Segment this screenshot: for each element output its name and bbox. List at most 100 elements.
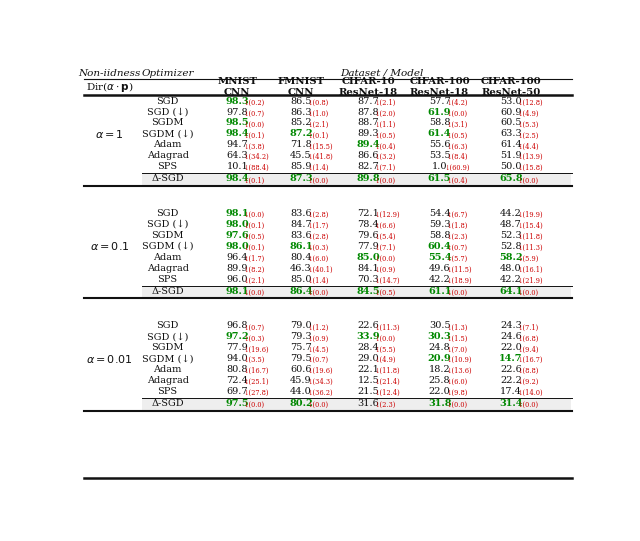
Text: Δ-SGD: Δ-SGD — [151, 174, 184, 183]
Text: ↓(6.0): ↓(6.0) — [307, 255, 329, 263]
Text: 60.6: 60.6 — [290, 365, 312, 374]
Text: ↓(0.4): ↓(0.4) — [375, 142, 396, 150]
Text: 25.8: 25.8 — [429, 376, 451, 385]
Text: 54.4: 54.4 — [429, 209, 451, 218]
Text: ↓(1.1): ↓(1.1) — [375, 121, 396, 129]
Text: ↓(0.5): ↓(0.5) — [446, 131, 467, 140]
Text: 80.8: 80.8 — [227, 365, 248, 374]
Text: 77.9: 77.9 — [227, 344, 248, 352]
Text: ↓(5.4): ↓(5.4) — [375, 233, 396, 241]
Text: ↓(8.4): ↓(8.4) — [446, 153, 468, 161]
Text: 28.4: 28.4 — [357, 344, 379, 352]
Text: 61.4: 61.4 — [500, 140, 522, 149]
Text: 70.3: 70.3 — [357, 275, 379, 283]
Text: 31.4: 31.4 — [499, 399, 523, 408]
Text: 83.6: 83.6 — [290, 231, 312, 240]
Text: 89.4: 89.4 — [356, 140, 380, 149]
Text: Adagrad: Adagrad — [147, 263, 189, 273]
Text: 72.1: 72.1 — [357, 209, 380, 218]
Text: 61.1: 61.1 — [428, 287, 451, 296]
Text: Dir($\alpha \cdot \mathbf{p}$): Dir($\alpha \cdot \mathbf{p}$) — [86, 80, 133, 94]
Text: 53.5: 53.5 — [429, 151, 451, 160]
Text: $\alpha = 0.01$: $\alpha = 0.01$ — [86, 353, 132, 365]
Text: ↓(19.6): ↓(19.6) — [244, 345, 269, 353]
Text: ↓(60.9): ↓(60.9) — [445, 164, 470, 172]
Text: 87.7: 87.7 — [357, 97, 379, 105]
Text: SGDM: SGDM — [151, 118, 184, 128]
Text: 72.4: 72.4 — [227, 376, 248, 385]
Text: Adam: Adam — [154, 365, 182, 374]
Text: SPS: SPS — [157, 387, 178, 396]
Text: ↓(21.9): ↓(21.9) — [518, 276, 543, 285]
Text: 84.7: 84.7 — [290, 220, 312, 229]
Text: ↓(1.0): ↓(1.0) — [307, 110, 329, 117]
Text: ↓(14.0): ↓(14.0) — [518, 389, 543, 397]
Text: 22.2: 22.2 — [500, 376, 522, 385]
Text: CIFAR-100
ResNet-18: CIFAR-100 ResNet-18 — [410, 77, 470, 97]
Text: 85.0: 85.0 — [290, 275, 312, 283]
Text: ↓(2.5): ↓(2.5) — [518, 131, 539, 140]
Text: 12.5: 12.5 — [357, 376, 379, 385]
Text: SGD: SGD — [156, 209, 179, 218]
Text: ↓(0.7): ↓(0.7) — [244, 324, 265, 332]
Text: 87.3: 87.3 — [289, 174, 313, 183]
Text: SGD (↓): SGD (↓) — [147, 220, 188, 229]
Text: 60.5: 60.5 — [500, 118, 522, 128]
Text: ↓(0.5): ↓(0.5) — [244, 233, 265, 241]
Text: 31.8: 31.8 — [428, 399, 451, 408]
Text: ↓(0.0): ↓(0.0) — [307, 401, 328, 409]
Text: ↓(1.3): ↓(1.3) — [446, 324, 468, 332]
Text: ↓(18.9): ↓(18.9) — [446, 276, 472, 285]
Text: 45.5: 45.5 — [290, 151, 312, 160]
Text: ↓(0.1): ↓(0.1) — [244, 131, 265, 140]
Text: 88.7: 88.7 — [358, 118, 379, 128]
Text: ↓(0.0): ↓(0.0) — [307, 176, 328, 184]
Text: 24.3: 24.3 — [500, 321, 522, 331]
Text: MNIST
CNN: MNIST CNN — [218, 77, 257, 97]
Text: ↓(1.4): ↓(1.4) — [307, 164, 329, 172]
Text: 64.3: 64.3 — [227, 151, 248, 160]
Text: ↓(2.8): ↓(2.8) — [307, 211, 329, 219]
Text: ↓(8.8): ↓(8.8) — [518, 367, 539, 375]
Text: ↓(0.3): ↓(0.3) — [307, 244, 329, 252]
Text: ↓(12.8): ↓(12.8) — [518, 98, 543, 107]
Text: 58.8: 58.8 — [429, 118, 451, 128]
Text: ↓(0.0): ↓(0.0) — [518, 401, 539, 409]
Text: 85.9: 85.9 — [290, 162, 312, 171]
Text: ↓(6.3): ↓(6.3) — [446, 142, 468, 150]
Text: ↓(15.5): ↓(15.5) — [307, 142, 333, 150]
Text: 87.2: 87.2 — [289, 129, 313, 138]
Text: ↓(0.5): ↓(0.5) — [375, 131, 396, 140]
Text: 86.6: 86.6 — [358, 151, 379, 160]
Text: ↓(19.9): ↓(19.9) — [518, 211, 543, 219]
Text: 71.8: 71.8 — [290, 140, 312, 149]
Text: ↓(27.8): ↓(27.8) — [244, 389, 269, 397]
Text: 96.4: 96.4 — [227, 253, 248, 262]
Text: 78.4: 78.4 — [357, 220, 379, 229]
Text: ↓(0.0): ↓(0.0) — [244, 289, 265, 297]
Text: ↓(0.2): ↓(0.2) — [244, 98, 265, 107]
Text: SGD (↓): SGD (↓) — [147, 332, 188, 341]
Text: 64.1: 64.1 — [499, 287, 523, 296]
Text: ↓(5.9): ↓(5.9) — [518, 255, 539, 263]
Text: SGD: SGD — [156, 321, 179, 331]
Text: 48.7: 48.7 — [500, 220, 522, 229]
Text: 86.4: 86.4 — [289, 287, 313, 296]
Text: 52.3: 52.3 — [500, 231, 522, 240]
Text: 65.8: 65.8 — [499, 174, 523, 183]
Text: ↓(0.1): ↓(0.1) — [307, 131, 329, 140]
Text: 75.7: 75.7 — [290, 344, 312, 352]
Text: ↓(0.9): ↓(0.9) — [307, 334, 329, 342]
Text: ↓(9.4): ↓(9.4) — [518, 345, 539, 353]
Text: ↓(0.1): ↓(0.1) — [244, 222, 265, 230]
Text: SGDM: SGDM — [151, 231, 184, 240]
Text: ↓(88.4): ↓(88.4) — [244, 164, 269, 172]
Text: Δ-SGD: Δ-SGD — [151, 287, 184, 296]
Text: $\alpha = 0.1$: $\alpha = 0.1$ — [90, 240, 129, 252]
Text: ↓(3.1): ↓(3.1) — [446, 121, 468, 129]
Text: ↓(0.0): ↓(0.0) — [446, 401, 467, 409]
Text: ↓(4.2): ↓(4.2) — [446, 98, 468, 107]
Text: ↓(21.4): ↓(21.4) — [375, 378, 401, 386]
Text: 24.8: 24.8 — [429, 344, 451, 352]
Text: 57.7: 57.7 — [429, 97, 451, 105]
